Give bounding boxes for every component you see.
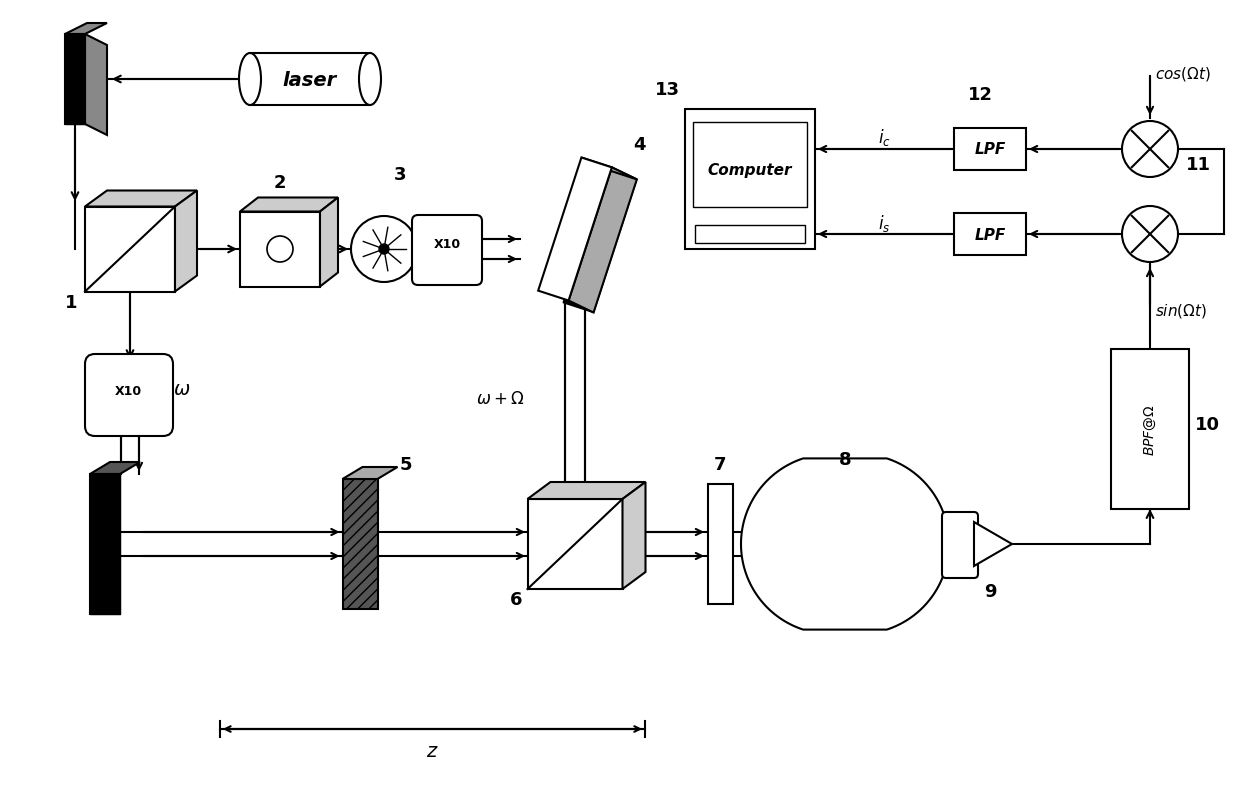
Text: X10: X10 (114, 385, 141, 397)
Text: $cos(\Omega t)$: $cos(\Omega t)$ (1154, 65, 1210, 83)
Text: $\omega+\Omega$: $\omega+\Omega$ (476, 389, 525, 407)
Text: 5: 5 (399, 455, 412, 474)
Bar (64, 35, 86, 124)
Bar (86, 207, 175, 292)
Ellipse shape (1122, 122, 1178, 177)
Polygon shape (742, 459, 949, 630)
Text: $\omega$: $\omega$ (174, 380, 191, 398)
Polygon shape (538, 158, 611, 301)
Polygon shape (91, 475, 120, 614)
Bar (693, 122, 807, 207)
Text: 9: 9 (983, 582, 996, 601)
Text: 1: 1 (64, 294, 77, 312)
Text: 4: 4 (632, 136, 646, 154)
Bar (684, 110, 815, 250)
Circle shape (379, 245, 389, 255)
Text: Computer: Computer (708, 162, 792, 177)
Bar (241, 212, 320, 287)
Polygon shape (622, 483, 646, 589)
Text: 6: 6 (510, 590, 522, 608)
Text: laser: laser (283, 71, 337, 89)
Polygon shape (64, 35, 86, 124)
Polygon shape (563, 170, 637, 313)
Text: X10: X10 (434, 238, 460, 251)
Polygon shape (527, 483, 646, 499)
Text: 7: 7 (714, 455, 727, 474)
Bar (342, 479, 377, 609)
Polygon shape (320, 198, 339, 287)
Polygon shape (973, 522, 1012, 566)
Ellipse shape (360, 54, 381, 106)
Text: $BPF@\Omega$: $BPF@\Omega$ (1142, 404, 1158, 455)
Polygon shape (64, 24, 107, 35)
Bar (954, 214, 1025, 255)
Text: 10: 10 (1194, 415, 1219, 434)
Text: $i_s$: $i_s$ (878, 212, 890, 233)
Circle shape (267, 237, 293, 263)
Text: LPF: LPF (975, 142, 1006, 157)
Bar (708, 484, 733, 604)
Bar (954, 128, 1025, 171)
Text: 8: 8 (838, 450, 852, 468)
Text: $z$: $z$ (427, 742, 439, 760)
Polygon shape (86, 191, 197, 207)
Text: 11: 11 (1185, 156, 1211, 173)
FancyBboxPatch shape (86, 355, 174, 437)
Text: LPF: LPF (975, 227, 1006, 243)
Text: 2: 2 (274, 173, 286, 192)
Text: 13: 13 (655, 81, 680, 99)
Polygon shape (582, 158, 637, 180)
Polygon shape (86, 35, 107, 136)
FancyBboxPatch shape (412, 216, 482, 286)
Text: 12: 12 (967, 86, 992, 104)
Ellipse shape (239, 54, 260, 106)
Bar (91, 475, 120, 614)
FancyBboxPatch shape (942, 512, 978, 578)
Polygon shape (241, 198, 339, 212)
Text: $sin(\Omega t)$: $sin(\Omega t)$ (1154, 302, 1207, 320)
Polygon shape (91, 463, 140, 475)
Text: 3: 3 (394, 165, 407, 184)
Polygon shape (342, 467, 398, 479)
Polygon shape (569, 168, 637, 313)
Polygon shape (175, 191, 197, 292)
Bar (1111, 349, 1189, 509)
Bar (527, 499, 622, 589)
Text: $i_c$: $i_c$ (878, 128, 890, 149)
Ellipse shape (1122, 206, 1178, 263)
Circle shape (351, 217, 417, 283)
Bar (694, 226, 805, 243)
Bar (250, 54, 370, 106)
